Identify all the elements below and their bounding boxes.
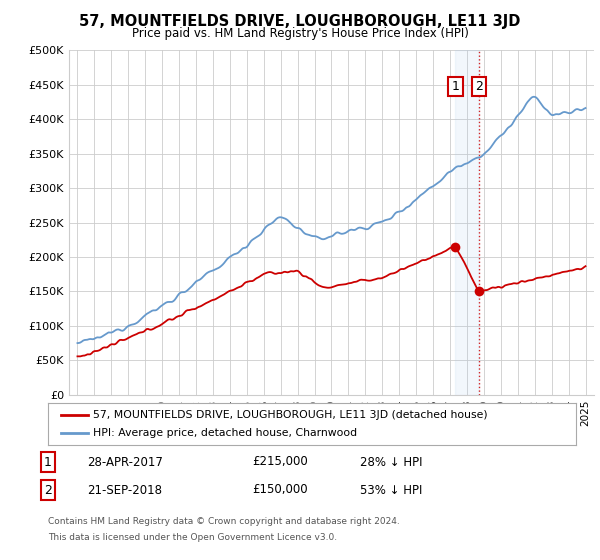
Text: HPI: Average price, detached house, Charnwood: HPI: Average price, detached house, Char… xyxy=(93,428,357,438)
Bar xyxy=(455,50,479,395)
Text: 2: 2 xyxy=(44,483,52,497)
Text: 57, MOUNTFIELDS DRIVE, LOUGHBOROUGH, LE11 3JD (detached house): 57, MOUNTFIELDS DRIVE, LOUGHBOROUGH, LE1… xyxy=(93,410,488,420)
Text: 28% ↓ HPI: 28% ↓ HPI xyxy=(360,455,422,469)
Text: 2: 2 xyxy=(475,80,483,93)
Text: £215,000: £215,000 xyxy=(252,455,308,469)
Text: Contains HM Land Registry data © Crown copyright and database right 2024.: Contains HM Land Registry data © Crown c… xyxy=(48,517,400,526)
Text: This data is licensed under the Open Government Licence v3.0.: This data is licensed under the Open Gov… xyxy=(48,533,337,542)
Text: Price paid vs. HM Land Registry's House Price Index (HPI): Price paid vs. HM Land Registry's House … xyxy=(131,27,469,40)
Text: 28-APR-2017: 28-APR-2017 xyxy=(87,455,163,469)
Text: 53% ↓ HPI: 53% ↓ HPI xyxy=(360,483,422,497)
Text: 1: 1 xyxy=(44,455,52,469)
Text: 21-SEP-2018: 21-SEP-2018 xyxy=(87,483,162,497)
Text: £150,000: £150,000 xyxy=(252,483,308,497)
Text: 57, MOUNTFIELDS DRIVE, LOUGHBOROUGH, LE11 3JD: 57, MOUNTFIELDS DRIVE, LOUGHBOROUGH, LE1… xyxy=(79,14,521,29)
Text: 1: 1 xyxy=(452,80,460,93)
